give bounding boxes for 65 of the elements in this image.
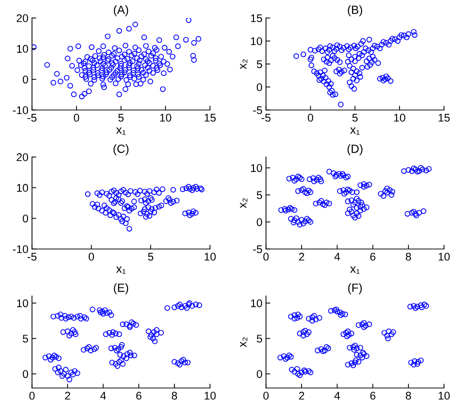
- x-axis-title: x₁: [350, 128, 360, 135]
- x-tick-label: 15: [438, 114, 450, 122]
- x-tick-label: 4: [334, 252, 340, 261]
- x-tick-label: 0: [74, 114, 80, 122]
- chart-title: (D): [348, 144, 362, 156]
- x-tick-label: 8: [406, 252, 412, 261]
- chart-title: (E): [114, 283, 128, 294]
- y-tick-label: 0: [22, 370, 28, 378]
- chart-title: (A): [114, 5, 128, 16]
- y-tick-label: -5: [253, 245, 262, 254]
- y-tick-label: 10: [251, 299, 262, 308]
- x-tick-label: 8: [406, 392, 412, 400]
- y-tick-label: 5: [256, 334, 262, 343]
- x-tick-label: 4: [100, 392, 106, 400]
- x-axis-title: x₁: [116, 266, 126, 274]
- y-tick-label: -10: [12, 106, 28, 114]
- y-tick-label: 5: [256, 60, 262, 68]
- x-tick-label: 15: [204, 114, 216, 122]
- x-axis-title: x₁: [350, 266, 360, 274]
- x-tick-label: 10: [438, 252, 450, 261]
- x-tick-label: 0: [29, 392, 35, 400]
- y-tick-label: 5: [256, 191, 262, 200]
- x-tick-label: 2: [65, 392, 70, 400]
- x-tick-label: 4: [334, 392, 340, 400]
- x-tick-label: 5: [352, 114, 358, 122]
- x-axis-title: x₁: [116, 128, 126, 135]
- chart-title: (F): [348, 283, 362, 294]
- x-tick-label: 8: [172, 392, 178, 400]
- y-tick-label: 10: [251, 164, 262, 172]
- x-tick-label: 10: [160, 114, 172, 122]
- chart-title: (B): [348, 5, 362, 16]
- y-tick-label: 0: [256, 218, 262, 226]
- x-tick-label: 2: [299, 252, 304, 261]
- x-tick-label: 0: [263, 392, 269, 400]
- y-axis-title: x₂: [240, 198, 248, 208]
- y-tick-label: 10: [17, 44, 28, 53]
- x-tick-label: 0: [263, 252, 269, 261]
- y-tick-label: 10: [17, 299, 28, 308]
- x-tick-label: 10: [204, 252, 216, 261]
- x-tick-label: 6: [136, 392, 142, 400]
- y-tick-label: 15: [251, 14, 262, 22]
- y-tick-label: -5: [253, 106, 262, 114]
- y-axis-title: x₂: [240, 59, 248, 70]
- x-tick-label: 5: [148, 252, 154, 261]
- x-tick-label: 0: [308, 114, 314, 122]
- y-tick-label: 10: [17, 184, 28, 192]
- x-tick-label: 10: [204, 392, 216, 400]
- x-tick-label: 6: [370, 252, 376, 261]
- y-tick-label: 0: [256, 370, 262, 378]
- y-tick-label: 20: [16, 153, 28, 162]
- y-tick-label: 0: [22, 214, 28, 222]
- y-tick-label: 5: [22, 334, 28, 343]
- chart-title: (C): [114, 144, 128, 156]
- y-tick-label: 10: [251, 37, 262, 46]
- y-axis-title: x₂: [240, 337, 248, 348]
- x-tick-label: 10: [438, 392, 450, 400]
- y-tick-label: -10: [12, 245, 28, 254]
- y-tick-label: 0: [256, 83, 262, 92]
- x-tick-label: 0: [88, 252, 94, 261]
- x-tick-label: 6: [370, 392, 376, 400]
- y-tick-label: 20: [16, 14, 28, 22]
- x-tick-label: 2: [299, 392, 304, 400]
- x-tick-label: 10: [394, 114, 406, 122]
- x-tick-label: 5: [118, 114, 124, 122]
- y-tick-label: 0: [22, 76, 28, 84]
